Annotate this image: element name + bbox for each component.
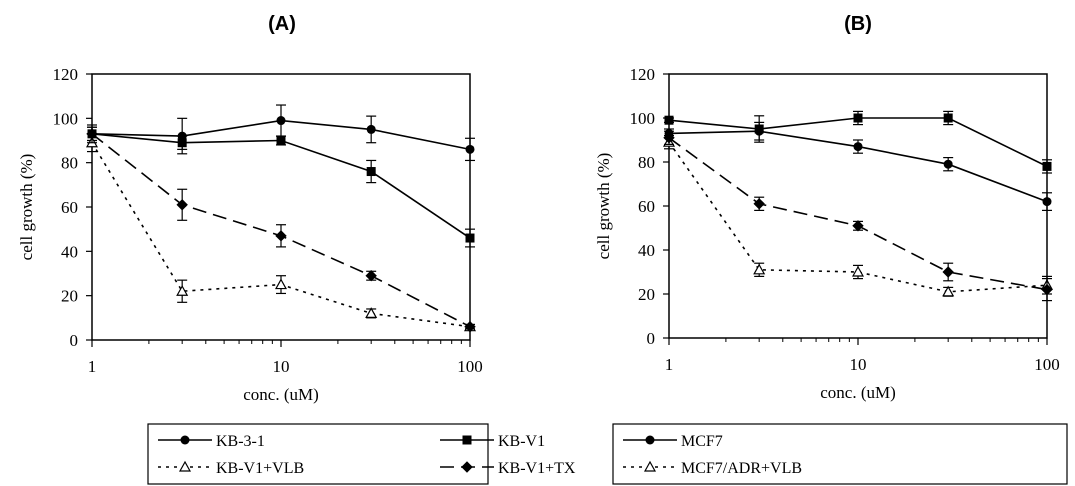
data-point	[276, 136, 286, 145]
x-axis-label: conc. (uM)	[820, 383, 896, 402]
legend-label: MCF7/ADR+VLB	[681, 460, 802, 477]
legend-entry	[440, 461, 494, 473]
data-point	[465, 233, 475, 243]
x-tick-label: 1	[665, 355, 674, 374]
series-4	[663, 130, 1053, 302]
y-tick-label: 0	[70, 331, 79, 350]
legend-box	[612, 423, 1068, 485]
data-point	[365, 307, 378, 318]
series-2	[664, 110, 1052, 174]
series-1	[664, 121, 1052, 211]
data-point	[853, 142, 863, 152]
y-tick-label: 80	[638, 153, 655, 172]
y-tick-label: 20	[638, 285, 655, 304]
data-point	[663, 132, 675, 144]
legend-entry	[623, 435, 677, 445]
data-point	[851, 265, 865, 277]
data-point	[753, 263, 766, 275]
data-point	[943, 159, 953, 169]
data-point	[464, 320, 476, 333]
data-point	[754, 124, 764, 134]
series-line	[668, 141, 1048, 293]
legend-box	[147, 423, 489, 485]
legend-marker	[643, 460, 657, 472]
series-2	[87, 126, 475, 248]
data-point	[365, 270, 377, 282]
data-point	[274, 278, 288, 290]
chart-title: (B)	[844, 13, 872, 35]
data-point	[1042, 197, 1052, 207]
x-axis-label: conc. (uM)	[243, 385, 319, 404]
data-point	[753, 198, 765, 210]
legend-label: MCF7	[681, 433, 723, 450]
data-point	[942, 266, 954, 278]
legend-entry	[623, 460, 677, 472]
series-line	[91, 133, 471, 239]
y-tick-label: 100	[630, 109, 656, 128]
x-tick-label: 100	[457, 357, 483, 376]
data-point	[366, 124, 376, 134]
data-point	[86, 128, 98, 140]
x-tick-label: 10	[850, 355, 867, 374]
y-axis-label: cell growth (%)	[594, 153, 613, 260]
y-tick-label: 60	[638, 197, 655, 216]
y-tick-label: 60	[61, 198, 78, 217]
y-axis-label: cell growth (%)	[17, 154, 36, 261]
legend-label: KB-V1+TX	[498, 460, 576, 477]
legend-entry	[158, 460, 212, 472]
data-point	[176, 284, 189, 296]
series-4	[86, 124, 476, 333]
data-point	[1042, 161, 1052, 171]
y-tick-label: 80	[61, 154, 78, 173]
legend-label: KB-V1+VLB	[216, 460, 304, 477]
y-tick-label: 40	[61, 242, 78, 261]
y-tick-label: 40	[638, 241, 655, 260]
data-point	[664, 115, 674, 125]
series-3	[662, 135, 1054, 297]
legend-label: KB-V1	[498, 433, 545, 450]
x-tick-label: 1	[88, 357, 97, 376]
y-tick-label: 20	[61, 287, 78, 306]
data-point	[1041, 283, 1053, 296]
x-tick-label: 100	[1034, 355, 1060, 374]
data-point	[852, 220, 864, 232]
data-point	[465, 144, 475, 154]
data-point	[176, 199, 188, 211]
data-point	[177, 138, 187, 148]
data-point	[853, 113, 863, 123]
data-point	[942, 285, 955, 297]
series-1	[87, 104, 475, 162]
y-tick-label: 0	[647, 329, 656, 348]
data-point	[276, 116, 286, 126]
y-tick-label: 120	[630, 65, 656, 84]
x-tick-label: 10	[273, 357, 290, 376]
legend-entry	[158, 435, 212, 445]
legend-marker	[178, 460, 192, 472]
legend-marker	[462, 435, 472, 445]
legend-marker	[180, 435, 190, 445]
data-point	[275, 230, 287, 242]
legend-label: KB-3-1	[216, 433, 265, 450]
legend-marker	[461, 461, 473, 473]
chart-title: (A)	[268, 13, 296, 35]
data-point	[366, 167, 376, 177]
y-tick-label: 120	[53, 65, 79, 84]
y-tick-label: 100	[53, 109, 79, 128]
legend-marker	[645, 435, 655, 445]
legend-entry	[440, 435, 494, 445]
data-point	[943, 113, 953, 123]
